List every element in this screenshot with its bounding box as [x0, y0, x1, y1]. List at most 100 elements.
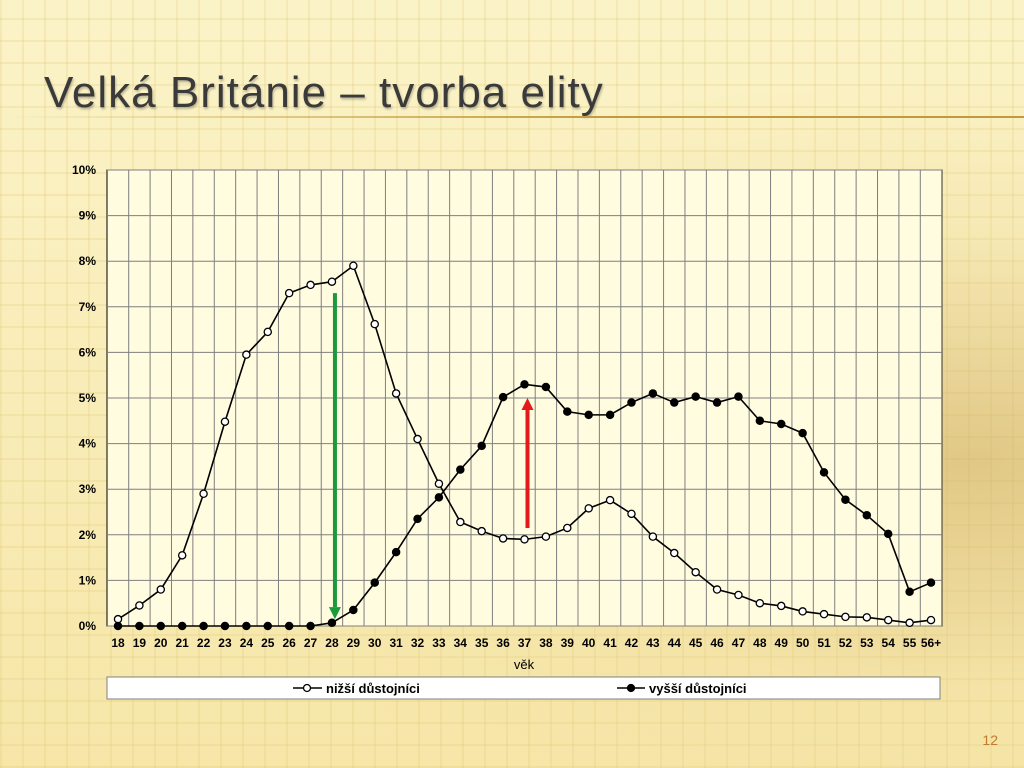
data-point-higher-officers [456, 465, 465, 474]
data-point-higher-officers [883, 529, 893, 539]
data-point-lower-officers [327, 277, 337, 286]
x-tick-label: 27 [304, 636, 318, 650]
x-tick-label: 54 [882, 636, 896, 650]
x-tick-label: 47 [732, 636, 746, 650]
data-point-higher-officers [541, 382, 551, 392]
data-point-lower-officers [284, 288, 294, 298]
y-tick-label: 4% [79, 437, 97, 451]
data-point-lower-officers [434, 479, 444, 488]
data-point-lower-officers [391, 389, 401, 398]
y-tick-label: 0% [79, 619, 97, 633]
data-point-higher-officers [520, 380, 529, 389]
data-point-lower-officers [691, 567, 700, 577]
legend-item-higher-officers: vyšší důstojníci [617, 681, 747, 696]
slide-title: Velká Británie – tvorba elity [44, 68, 604, 117]
x-tick-label: 19 [133, 636, 147, 650]
x-tick-label: 51 [817, 636, 831, 650]
data-point-lower-officers [498, 534, 508, 543]
x-tick-label: 52 [839, 636, 853, 650]
data-point-lower-officers [135, 601, 144, 610]
data-point-lower-officers [156, 585, 166, 594]
x-tick-label: 29 [347, 636, 361, 650]
data-point-higher-officers [734, 392, 743, 401]
x-tick-label: 42 [625, 636, 639, 650]
x-tick-label: 24 [240, 636, 254, 650]
data-point-lower-officers [306, 280, 315, 290]
x-tick-label: 20 [154, 636, 168, 650]
x-tick-label: 39 [561, 636, 575, 650]
data-point-higher-officers [627, 398, 636, 407]
data-point-higher-officers [242, 621, 251, 631]
data-point-higher-officers [862, 510, 872, 520]
data-point-lower-officers [563, 523, 572, 533]
x-tick-label: 43 [646, 636, 660, 650]
data-point-lower-officers [776, 601, 786, 611]
data-point-higher-officers [648, 389, 658, 398]
data-point-higher-officers [113, 621, 123, 631]
data-point-higher-officers [306, 621, 315, 631]
data-point-lower-officers [477, 526, 486, 536]
data-point-higher-officers [605, 410, 615, 420]
x-tick-label: 48 [753, 636, 767, 650]
x-tick-label: 49 [775, 636, 789, 650]
y-tick-label: 2% [79, 528, 97, 542]
x-tick-label: 21 [176, 636, 190, 650]
y-tick-label: 7% [79, 300, 97, 314]
legend-marker-filled-circle [626, 683, 636, 693]
x-tick-label: 36 [496, 636, 510, 650]
data-point-higher-officers [135, 621, 144, 631]
x-axis-ticks: 18 19 20 21 22 23 24 25 26 27 28 29 30 31 32 33 34 35 36 37… [111, 636, 941, 650]
x-tick-label: 35 [475, 636, 489, 650]
data-point-higher-officers [156, 621, 166, 631]
x-tick-label: 34 [454, 636, 468, 650]
x-tick-label: 26 [282, 636, 296, 650]
data-point-lower-officers [263, 327, 273, 337]
data-point-lower-officers [648, 532, 658, 541]
x-tick-label: 30 [368, 636, 382, 650]
data-point-lower-officers [349, 261, 358, 271]
data-point-lower-officers [242, 350, 251, 359]
x-tick-label: 37 [518, 636, 532, 650]
data-point-lower-officers [627, 509, 636, 519]
data-point-higher-officers [498, 392, 508, 402]
data-point-lower-officers [584, 504, 593, 513]
legend-item-lower-officers: nižší důstojníci [293, 681, 420, 696]
data-point-lower-officers [541, 532, 551, 541]
data-point-higher-officers [263, 621, 273, 631]
x-tick-label: 56+ [921, 636, 941, 650]
data-point-higher-officers [584, 410, 593, 420]
title-divider [0, 116, 1024, 118]
x-tick-label: 41 [603, 636, 617, 650]
x-tick-label: 45 [689, 636, 703, 650]
data-point-higher-officers [841, 495, 850, 504]
y-tick-label: 3% [79, 482, 97, 496]
x-axis-label: věk [514, 657, 535, 672]
data-point-higher-officers [370, 578, 379, 587]
red-arrow-head [521, 398, 534, 410]
data-point-lower-officers [605, 495, 615, 505]
data-point-higher-officers [926, 578, 936, 587]
legend-label-lower-officers: nižší důstojníci [326, 681, 420, 696]
x-tick-label: 33 [432, 636, 446, 650]
data-point-higher-officers [691, 392, 700, 401]
data-point-higher-officers [413, 514, 422, 524]
legend-marker-open-circle [302, 683, 312, 693]
data-point-higher-officers [434, 493, 444, 502]
y-tick-label: 6% [79, 345, 97, 359]
data-point-higher-officers [349, 605, 358, 615]
legend-label-higher-officers: vyšší důstojníci [649, 681, 747, 696]
data-point-higher-officers [327, 618, 337, 628]
data-point-lower-officers [670, 548, 679, 558]
data-point-higher-officers [905, 587, 914, 597]
data-point-lower-officers [819, 609, 829, 619]
x-tick-label: 23 [218, 636, 232, 650]
data-point-lower-officers [199, 489, 208, 499]
data-point-lower-officers [177, 551, 187, 560]
data-point-higher-officers [712, 398, 722, 407]
y-tick-label: 8% [79, 254, 97, 268]
x-tick-label: 28 [325, 636, 339, 650]
x-tick-label: 31 [389, 636, 403, 650]
data-point-higher-officers [563, 407, 572, 416]
x-tick-label: 46 [710, 636, 724, 650]
data-point-higher-officers [199, 621, 208, 631]
